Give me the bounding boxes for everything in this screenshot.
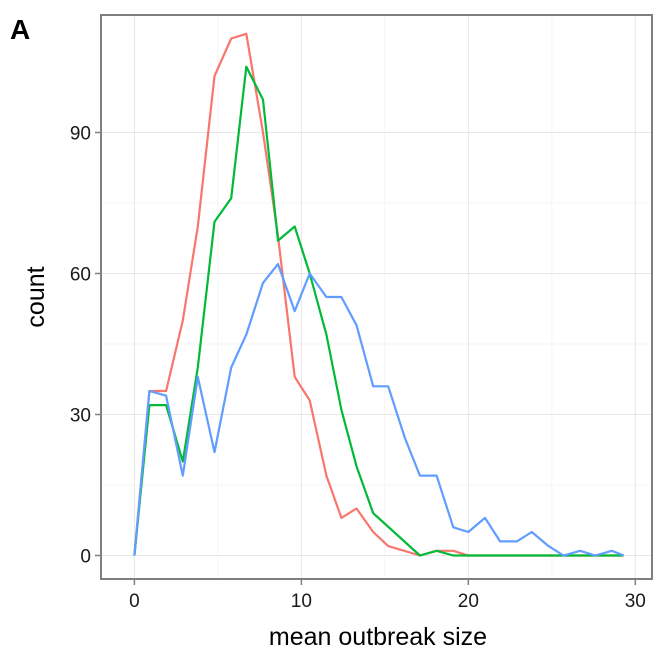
x-tick-label: 30 xyxy=(625,591,646,612)
series-line-3 xyxy=(133,263,625,557)
panel-label: A xyxy=(10,14,30,45)
y-tick-label: 60 xyxy=(70,265,91,286)
y-tick-label: 0 xyxy=(80,547,91,568)
grid-lines xyxy=(101,15,652,579)
x-tick-label: 20 xyxy=(458,591,479,612)
plot-panel-border xyxy=(100,14,653,580)
y-axis: 0 30 60 90 xyxy=(70,124,101,568)
series-line-1 xyxy=(133,32,624,557)
x-tick-label: 0 xyxy=(129,591,140,612)
y-tick-label: 90 xyxy=(70,124,91,145)
series-lines xyxy=(133,32,625,557)
y-axis-title: count xyxy=(22,266,50,327)
y-tick-label: 30 xyxy=(70,406,91,427)
series-line-2 xyxy=(133,65,624,557)
x-tick-label: 10 xyxy=(291,591,312,612)
x-axis: 0 10 20 30 xyxy=(129,579,646,612)
x-axis-title: mean outbreak size xyxy=(269,623,487,651)
